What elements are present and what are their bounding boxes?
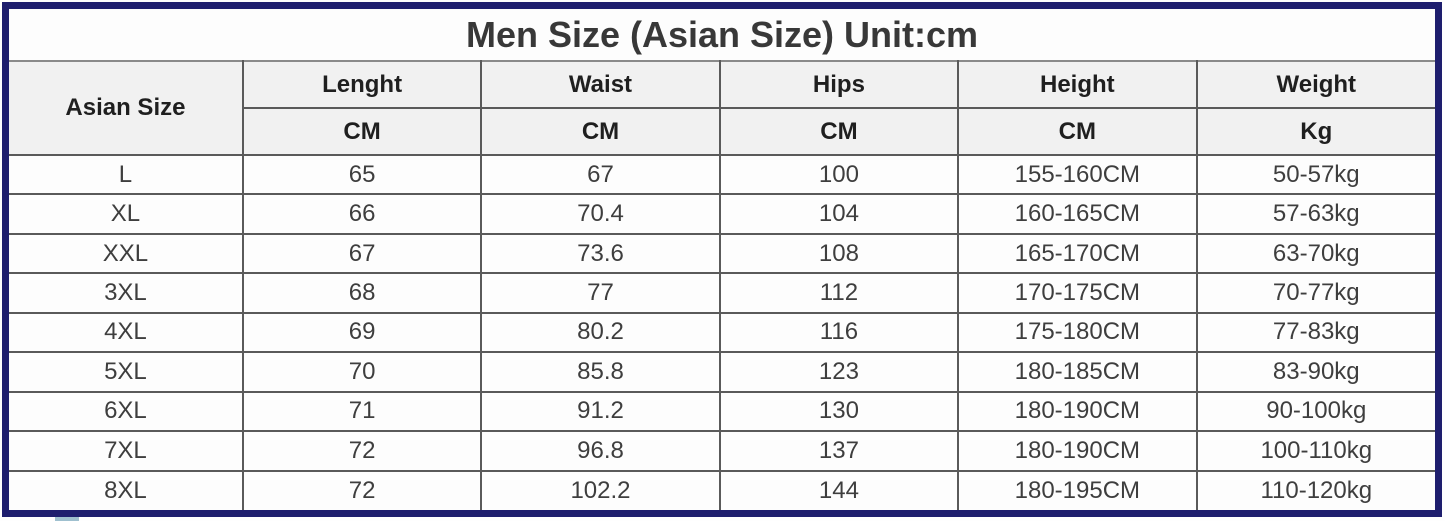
value-cell: 130	[718, 390, 960, 433]
value-cell: 180-195CM	[957, 469, 1198, 510]
value-cell: 91.2	[480, 390, 721, 433]
value-cell: 71	[241, 390, 483, 433]
bottom-edge-artifact	[55, 517, 79, 521]
size-cell: 7XL	[9, 430, 244, 472]
value-cell: 155-160CM	[957, 153, 1198, 196]
value-cell: 144	[718, 469, 960, 510]
chart-title: Men Size (Asian Size) Unit:cm	[465, 13, 979, 55]
value-cell: 123	[718, 351, 960, 393]
size-cell: L	[9, 153, 244, 196]
size-cell: XL	[9, 193, 244, 235]
value-cell: 85.8	[480, 351, 721, 393]
value-cell: 90-100kg	[1195, 390, 1435, 433]
value-cell: 63-70kg	[1195, 232, 1435, 275]
value-cell: 175-180CM	[957, 311, 1198, 354]
value-cell: 70-77kg	[1195, 272, 1435, 314]
value-cell: 170-175CM	[957, 272, 1198, 314]
table-row: XXL 67 73.6 108 165-170CM 63-70kg	[9, 232, 1435, 275]
table-row: 6XL 71 91.2 130 180-190CM 90-100kg	[9, 390, 1435, 433]
unit-cell-lenght: CM	[242, 107, 483, 156]
value-cell: 80.2	[480, 311, 721, 354]
value-cell: 67	[480, 153, 721, 196]
value-cell: 83-90kg	[1195, 351, 1435, 393]
header-cell-lenght: Lenght	[241, 60, 483, 109]
value-cell: 96.8	[480, 430, 721, 472]
size-table: Asian Size Lenght Waist Hips Height Weight CM C…	[9, 60, 1435, 510]
value-cell: 180-190CM	[957, 390, 1198, 433]
value-cell: 110-120kg	[1195, 469, 1435, 510]
header-cell-asian-size: Asian Size	[9, 60, 244, 156]
header-cell-waist: Waist	[480, 60, 721, 109]
unit-cell-hips: CM	[718, 107, 960, 156]
value-cell: 77	[480, 272, 721, 314]
size-cell: 6XL	[9, 390, 244, 433]
value-cell: 77-83kg	[1195, 311, 1435, 354]
value-cell: 57-63kg	[1195, 193, 1435, 235]
value-cell: 70.4	[480, 193, 721, 235]
value-cell: 65	[241, 153, 483, 196]
value-cell: 72	[241, 469, 483, 510]
header-row-units: CM CM CM CM Kg	[9, 107, 1435, 156]
unit-cell-weight: Kg	[1195, 107, 1435, 156]
header-cell-height: Height	[957, 60, 1198, 109]
header-cell-hips: Hips	[718, 60, 960, 109]
value-cell: 68	[241, 272, 483, 314]
value-cell: 104	[718, 193, 960, 235]
value-cell: 70	[241, 351, 483, 393]
value-cell: 160-165CM	[957, 193, 1198, 235]
value-cell: 112	[718, 272, 960, 314]
value-cell: 137	[718, 430, 960, 472]
table-row: XL 66 70.4 104 160-165CM 57-63kg	[9, 193, 1435, 235]
value-cell: 72	[241, 430, 483, 472]
value-cell: 100	[718, 153, 960, 196]
value-cell: 180-185CM	[957, 351, 1198, 393]
table-row: 7XL 72 96.8 137 180-190CM 100-110kg	[9, 430, 1435, 472]
size-table-head: Asian Size Lenght Waist Hips Height Weight CM C…	[9, 60, 1435, 156]
table-row: 3XL 68 77 112 170-175CM 70-77kg	[9, 272, 1435, 314]
size-cell: 3XL	[9, 272, 244, 314]
table-row: L 65 67 100 155-160CM 50-57kg	[9, 153, 1435, 196]
value-cell: 50-57kg	[1195, 153, 1435, 196]
header-row-labels: Asian Size Lenght Waist Hips Height Weight	[9, 60, 1435, 156]
size-cell: 4XL	[9, 311, 244, 354]
value-cell: 102.2	[480, 469, 721, 510]
size-cell: 5XL	[9, 351, 244, 393]
value-cell: 165-170CM	[957, 232, 1198, 275]
size-table-body: L 65 67 100 155-160CM 50-57kg XL 66 70.4 104 160-1…	[9, 153, 1435, 510]
value-cell: 116	[718, 311, 960, 354]
value-cell: 69	[241, 311, 483, 354]
unit-cell-height: CM	[957, 107, 1198, 156]
size-cell: 8XL	[9, 469, 244, 510]
unit-cell-waist: CM	[480, 107, 721, 156]
header-cell-weight: Weight	[1195, 60, 1435, 109]
table-row: 4XL 69 80.2 116 175-180CM 77-83kg	[9, 311, 1435, 354]
size-cell: XXL	[9, 232, 244, 275]
value-cell: 73.6	[480, 232, 721, 275]
title-bar: Men Size (Asian Size) Unit:cm	[9, 9, 1435, 60]
value-cell: 108	[718, 232, 960, 275]
table-row: 8XL 72 102.2 144 180-195CM 110-120kg	[9, 469, 1435, 510]
value-cell: 66	[241, 193, 483, 235]
value-cell: 100-110kg	[1195, 430, 1435, 472]
value-cell: 67	[241, 232, 483, 275]
value-cell: 180-190CM	[957, 430, 1198, 472]
table-row: 5XL 70 85.8 123 180-185CM 83-90kg	[9, 351, 1435, 393]
